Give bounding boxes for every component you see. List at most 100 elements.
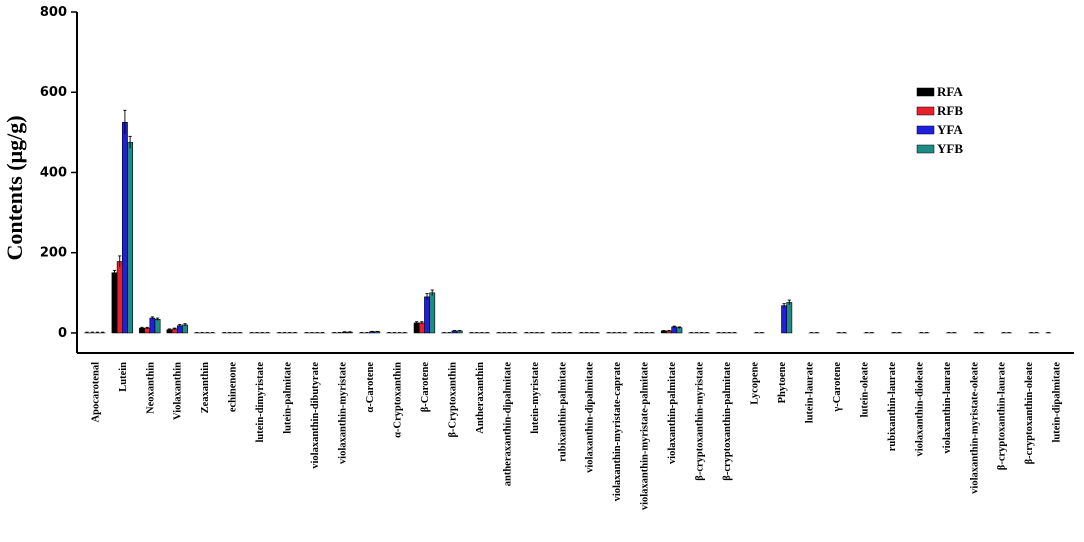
x-tick-label: lutein-dimyristate	[255, 362, 266, 443]
bar-yfb	[127, 142, 134, 334]
x-tick-label: violaxanthin-laurate	[942, 362, 953, 454]
x-tick-label-group: Phytoene	[777, 362, 788, 404]
x-tick-label: Lutein	[118, 362, 129, 392]
x-tick-label-group: antheraxanthin-dipalmitate	[502, 362, 513, 487]
y-tick-label: 200	[40, 246, 67, 261]
x-tick-label-group: α-Carotene	[365, 362, 376, 413]
legend: RFA RFB YFA YFB	[916, 84, 963, 156]
legend-label-rfa: RFA	[937, 84, 963, 99]
x-tick-label: violaxanthin-palmitate	[667, 362, 678, 464]
bar-rfa	[111, 272, 118, 334]
bar-rfa	[413, 322, 420, 334]
x-tick-label-group: violaxanthin-myristate-palmitate	[640, 362, 651, 510]
x-tick-label: lutein-palmitate	[283, 362, 294, 434]
x-tick-label-group: β-cryptoxanthin-palmitate	[722, 362, 733, 481]
x-tick-label-group: Apocarotenal	[90, 362, 101, 423]
x-tick-label-group: echinenone	[228, 362, 239, 413]
x-tick-label-group: lutein-oleate	[859, 362, 870, 418]
x-tick-label-group: γ-Carotene	[832, 362, 843, 413]
x-tick-label: echinenone	[228, 362, 239, 413]
legend-label-yfa: YFA	[937, 122, 963, 137]
x-tick-label-group: lutein-dipalmitate	[1052, 362, 1063, 443]
x-tick-label-group: violaxanthin-myristate-caprate	[612, 362, 623, 502]
x-tick-label-group: α-Cryptoxanthin	[392, 362, 403, 438]
y-tick-label: 800	[40, 5, 67, 20]
bar-yfa	[122, 122, 128, 334]
bar-yfa	[149, 317, 156, 334]
x-tick-label: β-cryptoxanthin-oleate	[1024, 362, 1035, 465]
x-tick-label-group: violaxanthin-myristate	[338, 362, 349, 464]
bar-yfb	[154, 319, 161, 334]
x-tick-label-group: rubixanthin-laurate	[887, 362, 898, 452]
bar-yfb	[786, 302, 793, 334]
x-tick-label: β-cryptoxanthin-myristate	[695, 362, 706, 481]
bar-yfa	[781, 305, 787, 334]
y-tick-label: 600	[40, 85, 67, 100]
x-tick-label-group: Antheraxanthin	[475, 362, 486, 434]
x-tick-label: α-Carotene	[365, 362, 376, 413]
x-tick-label-group: violaxanthin-palmitate	[667, 362, 678, 464]
legend-label-yfb: YFB	[937, 141, 963, 156]
bar-rfb	[418, 322, 425, 334]
x-tick-label: violaxanthin-myristate-caprate	[612, 362, 623, 502]
x-tick-label: Apocarotenal	[90, 362, 101, 423]
x-tick-label-group: β-Carotene	[420, 362, 431, 413]
x-tick-label-group: β-Cryptoxanthin	[447, 362, 458, 438]
x-tick-label: lutein-myristate	[530, 362, 541, 434]
x-tick-label: violaxanthin-myristate-oleate	[969, 362, 980, 494]
x-tick-label: antheraxanthin-dipalmitate	[502, 362, 513, 487]
x-tick-label-group: lutein-myristate	[530, 362, 541, 434]
x-tick-label: violaxanthin-dioleate	[914, 362, 925, 457]
x-tick-label: α-Cryptoxanthin	[392, 362, 403, 438]
x-tick-label: lutein-oleate	[859, 362, 870, 418]
x-tick-label: violaxanthin-myristate-palmitate	[640, 362, 651, 510]
x-tick-label-group: β-cryptoxanthin-laurate	[997, 362, 1008, 471]
y-tick-label: 400	[40, 165, 67, 180]
x-tick-label: β-cryptoxanthin-laurate	[997, 362, 1008, 471]
x-tick-label-group: violaxanthin-dibutyrate	[310, 362, 321, 469]
x-tick-label-group: Lutein	[118, 362, 129, 392]
x-tick-label: lutein-dipalmitate	[1052, 362, 1063, 443]
y-ticks: 0 200 400 600 800	[40, 5, 77, 341]
axes	[76, 12, 1074, 354]
x-tick-label: γ-Carotene	[832, 362, 843, 413]
x-tick-label: Lycopene	[750, 362, 761, 405]
x-tick-label: rubixanthin-laurate	[887, 362, 898, 452]
bar-yfb	[429, 292, 436, 334]
x-tick-label: Antheraxanthin	[475, 362, 486, 434]
x-tick-label-group: rubixanthin-palmitate	[557, 362, 568, 462]
x-tick-label-group: Zeaxanthin	[200, 362, 211, 414]
x-tick-label: β-cryptoxanthin-palmitate	[722, 362, 733, 481]
x-tick-label-group: Neoxanthin	[145, 362, 156, 414]
x-tick-label: Violaxanthin	[173, 362, 184, 420]
legend-swatch-rfa	[916, 87, 935, 97]
x-tick-label: Neoxanthin	[145, 362, 156, 414]
x-tick-label: Zeaxanthin	[200, 362, 211, 414]
x-tick-labels: Apocarotenal Lutein Neoxanthin Violaxanthin…	[90, 362, 1062, 510]
y-tick-label: 0	[58, 326, 67, 341]
legend-label-rfb: RFB	[937, 103, 963, 118]
x-tick-label-group: violaxanthin-dipalmitate	[585, 362, 596, 473]
x-tick-label-group: violaxanthin-myristate-oleate	[969, 362, 980, 494]
legend-swatch-yfa	[916, 125, 935, 135]
bar-yfa	[424, 296, 430, 334]
x-tick-label: violaxanthin-dipalmitate	[585, 362, 596, 473]
x-tick-label-group: β-cryptoxanthin-oleate	[1024, 362, 1035, 465]
x-tick-label-group: β-cryptoxanthin-myristate	[695, 362, 706, 481]
x-tick-label: violaxanthin-myristate	[338, 362, 349, 464]
x-tick-label-group: lutein-dimyristate	[255, 362, 266, 443]
x-tick-label-group: lutein-laurate	[804, 362, 815, 424]
x-tick-label: rubixanthin-palmitate	[557, 362, 568, 462]
x-tick-label-group: Violaxanthin	[173, 362, 184, 420]
legend-swatch-yfb	[916, 144, 935, 154]
x-tick-label-group: violaxanthin-laurate	[942, 362, 953, 454]
x-tick-label-group: lutein-palmitate	[283, 362, 294, 434]
x-tick-label: β-Cryptoxanthin	[447, 362, 458, 438]
x-tick-label: lutein-laurate	[804, 362, 815, 424]
x-tick-label-group: violaxanthin-dioleate	[914, 362, 925, 457]
bar-yfa	[671, 326, 678, 334]
x-tick-label: Phytoene	[777, 362, 788, 404]
x-tick-label: violaxanthin-dibutyrate	[310, 362, 321, 469]
bars	[84, 109, 1052, 334]
